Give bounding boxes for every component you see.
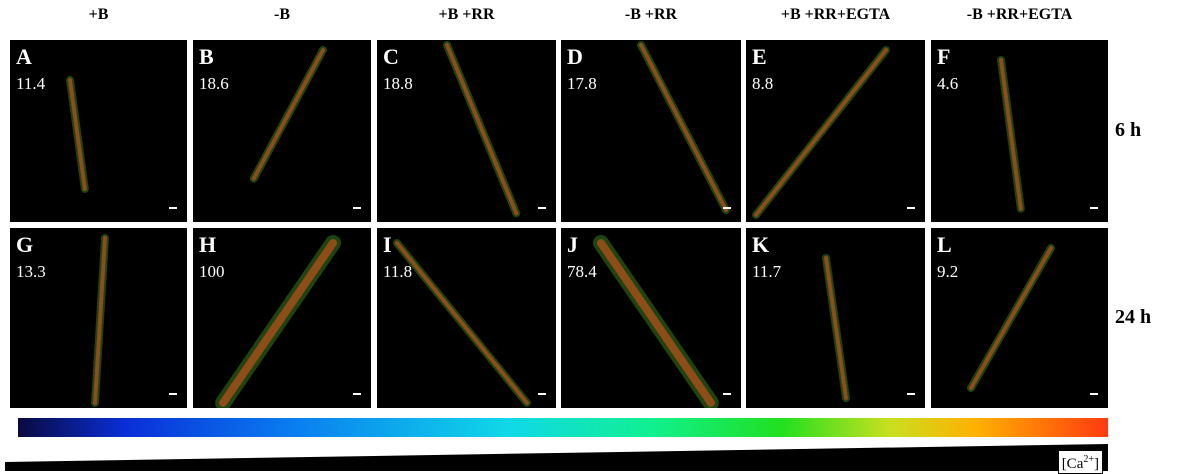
panel-value: 11.7 <box>752 262 782 281</box>
panel-letter: B <box>199 44 214 69</box>
panel-letter: L <box>937 232 952 257</box>
root <box>824 256 848 400</box>
column-header: -B <box>274 6 290 23</box>
column-header: -B +RR+EGTA <box>966 6 1073 23</box>
panel-value: 100 <box>199 262 225 281</box>
column-header: +B +RR <box>438 6 495 23</box>
column-header: +B <box>88 6 109 23</box>
panel-value: 4.6 <box>937 74 959 93</box>
scale-label-superscript: 2+ <box>1083 454 1094 465</box>
root-image <box>967 244 1098 395</box>
panel-letter: F <box>937 44 951 69</box>
micrograph-panel: D 17.8 <box>561 40 741 222</box>
root <box>219 239 337 407</box>
micrograph-panel: A 11.4 <box>10 40 187 222</box>
root-image <box>215 235 361 408</box>
panel-value: 11.8 <box>383 262 413 281</box>
panel-value: 18.6 <box>199 74 229 93</box>
panel-value: 9.2 <box>937 262 959 281</box>
panel-letter: C <box>383 44 399 69</box>
micrograph-panel: H 100 <box>193 228 371 408</box>
root-image <box>637 41 731 214</box>
panel-value: 8.8 <box>752 74 774 93</box>
panel-letter: E <box>752 44 767 69</box>
root <box>639 43 728 212</box>
root <box>754 48 888 217</box>
micrograph-panel: B 18.6 <box>193 40 371 222</box>
scale-label-text: [Ca <box>1061 456 1084 472</box>
panel-value: 13.3 <box>16 262 46 281</box>
micrograph-panel: F 4.6 <box>931 40 1108 222</box>
row-label: 24 h <box>1115 306 1152 328</box>
root-image <box>752 46 915 219</box>
panel-letter: I <box>383 232 392 257</box>
root-image <box>593 235 731 408</box>
panel-letter: G <box>16 232 34 257</box>
root <box>395 241 529 405</box>
root <box>68 78 87 192</box>
panel-letter: A <box>16 44 32 69</box>
root-image <box>822 254 915 402</box>
panel-value: 18.8 <box>383 74 413 93</box>
wedge <box>5 444 1108 471</box>
color-scale-bar <box>18 418 1108 437</box>
panel-letter: H <box>199 232 217 257</box>
root-image <box>393 239 546 407</box>
panel-value: 78.4 <box>567 262 597 281</box>
root-image <box>997 56 1098 214</box>
root <box>93 236 107 405</box>
panel-letter: D <box>567 44 583 69</box>
column-header: -B +RR <box>624 6 678 23</box>
row-label: 6 h <box>1115 119 1142 141</box>
scale-label: [Ca2+] <box>1057 450 1103 474</box>
micrograph-panel: J 78.4 <box>561 228 741 408</box>
root-image <box>91 234 177 407</box>
micrograph-panel: K 11.7 <box>746 228 925 408</box>
root <box>597 239 715 407</box>
micrograph-panel: G 13.3 <box>10 228 187 408</box>
panel-letter: J <box>567 232 578 257</box>
root-image <box>249 46 361 209</box>
micrograph-panel: C 18.8 <box>377 40 556 222</box>
micrograph-panel: L 9.2 <box>931 228 1108 408</box>
panel-value: 17.8 <box>567 74 597 93</box>
column-header: +B +RR+EGTA <box>780 6 891 23</box>
scale-label-text: ] <box>1094 456 1099 472</box>
root <box>999 58 1023 212</box>
panel-value: 11.4 <box>16 74 46 93</box>
panel-letter: K <box>752 232 770 257</box>
micrograph-panel: E 8.8 <box>746 40 925 222</box>
root <box>969 246 1053 390</box>
root <box>445 43 519 217</box>
root-image <box>66 76 177 209</box>
root-image <box>443 41 546 219</box>
root <box>251 48 325 182</box>
micrograph-panel: I 11.8 <box>377 228 556 408</box>
